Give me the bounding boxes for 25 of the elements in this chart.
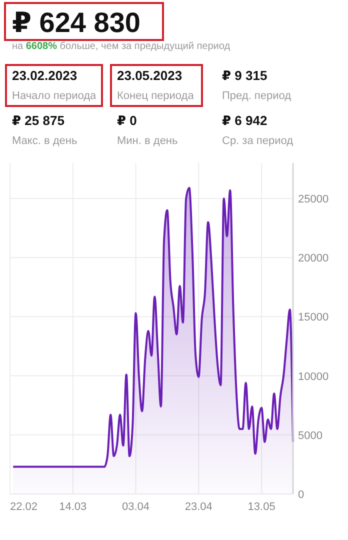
text: 23.02.2023 [12,68,78,83]
y-tick-label: 10000 [298,370,329,383]
y-tick-label: 15000 [298,312,329,324]
x-tick-label: 22.02 [10,501,38,513]
x-tick-label: 13.05 [248,501,276,513]
text: ₽ 0 [117,113,137,128]
text: Пред. период [222,90,292,102]
text: Ср. за период [222,135,294,147]
y-tick-label: 0 [298,489,304,501]
text: 23.05.2023 [117,68,182,83]
text: Конец периода [117,90,195,102]
x-tick-label: 23.04 [184,501,212,513]
text: на 6608% больше, чем за предыдущий период [12,41,230,52]
text: Мин. в день [117,135,178,147]
text: Макс. в день [12,135,78,147]
text: Начало периода [12,90,98,102]
text: ₽ 624 830 [12,7,140,38]
y-tick-label: 20000 [298,252,329,265]
y-tick-label: 5000 [298,430,322,442]
x-tick-label: 03.04 [122,501,150,513]
text: ₽ 9 315 [222,68,268,83]
y-tick-label: 25000 [298,193,329,206]
text: ₽ 25 875 [12,113,64,128]
text: ₽ 6 942 [222,113,268,128]
x-tick-label: 14.03 [59,501,87,513]
